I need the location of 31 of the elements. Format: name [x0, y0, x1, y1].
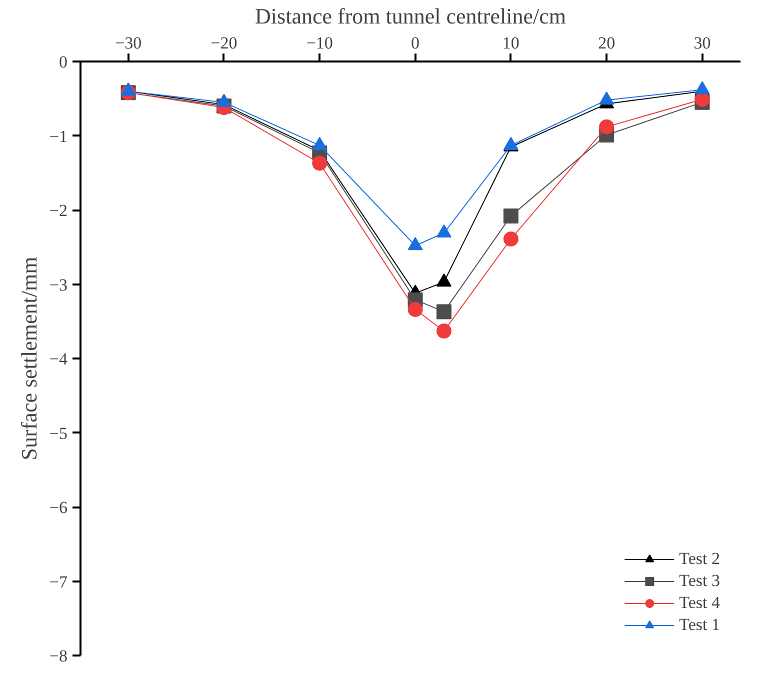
x-tick-label: 20 [598, 34, 616, 52]
x-tick-label: −10 [306, 34, 333, 52]
point [436, 304, 452, 320]
legend-label: Test 3 [679, 571, 720, 591]
point [599, 119, 614, 134]
point [599, 92, 614, 105]
point [312, 156, 328, 171]
y-tick-label: −8 [49, 646, 68, 666]
y-tick-label: −7 [49, 572, 68, 592]
y-tick-label: −2 [49, 201, 68, 220]
legend-label: Test 1 [679, 615, 720, 635]
y-tick-label: −3 [49, 275, 68, 294]
x-tick-label: 30 [694, 34, 711, 52]
x-tick-label: −20 [210, 34, 238, 52]
point [436, 324, 452, 339]
legend-label: Test 4 [679, 593, 720, 613]
x-axis-title: Distance from tunnel centreline/cm [255, 4, 566, 28]
point [503, 231, 518, 246]
x-tick-label: 10 [502, 34, 520, 52]
y-tick-label: −6 [49, 498, 68, 517]
point [216, 94, 232, 107]
x-tick-label: 0 [411, 34, 420, 52]
x-tick-label: −30 [115, 34, 142, 52]
y-tick-label: −4 [49, 350, 68, 368]
y-tick-label: −1 [49, 126, 68, 146]
legend-label: Test 2 [679, 549, 720, 569]
y-axis-title: Surface settlement/mm [16, 256, 42, 460]
y-tick-label: 0 [59, 52, 68, 72]
point [503, 208, 518, 224]
y-tick-label: −5 [49, 424, 68, 443]
point [408, 302, 423, 317]
